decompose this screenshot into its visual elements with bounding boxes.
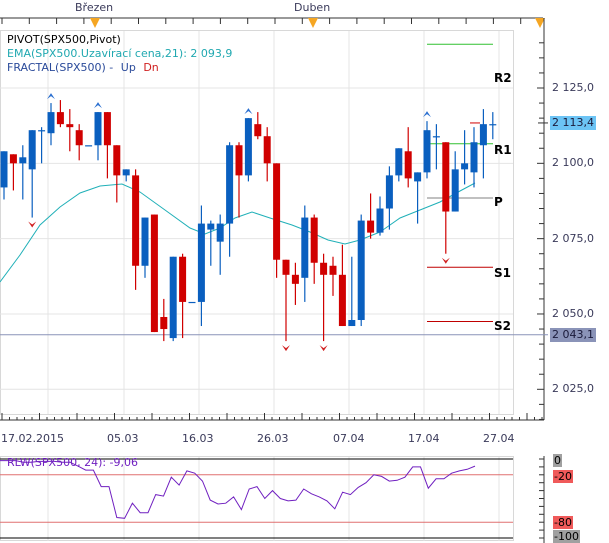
price-label-2100: 2 100,0 [552,156,594,169]
rlw-tag-minus80: -80 [553,516,573,529]
legend-ema[interactable]: EMA(SPX500.Uzavírací cena,21): 2 093,9 [7,47,233,60]
legend-fractal-up: Up [120,61,136,74]
pivot-label-r1: R1 [494,143,512,157]
date-label-0: 17.02.2015 [1,432,64,445]
pivot-label-s1: S1 [494,266,511,280]
legend-fractal-dn: Dn [143,61,159,74]
date-label-6: 27.04 [483,432,515,445]
date-label-3: 26.03 [257,432,289,445]
price-label-2075: 2 075,0 [552,232,594,245]
reference-price-tag: 2 043,1 [550,328,596,342]
month-label-duben: Duben [294,1,331,14]
indicator-legend: PIVOT(SPX500,Pivot) EMA(SPX500.Uzavírací… [7,33,232,75]
date-label-1: 05.03 [107,432,139,445]
pivot-label-r2: R2 [494,71,512,85]
date-label-2: 16.03 [182,432,214,445]
rlw-legend[interactable]: RLW(SPX500, 24): -9,06 [7,456,139,469]
legend-pivot[interactable]: PIVOT(SPX500,Pivot) [7,33,121,46]
month-label-brezen: Březen [75,1,114,14]
price-label-2025: 2 025,0 [552,382,594,395]
date-label-5: 17.04 [408,432,440,445]
pivot-label-s2: S2 [494,319,511,333]
price-label-2125: 2 125,0 [552,81,594,94]
rlw-tag-minus20: -20 [553,470,573,483]
date-label-4: 07.04 [333,432,365,445]
last-price-tag: 2 113,4 [550,116,596,130]
legend-fractal-label: FRACTAL(SPX500) - [7,61,114,74]
rlw-tag-0: 0 [553,454,562,467]
price-label-2050: 2 050,0 [552,307,594,320]
rlw-tag-minus100: -100 [553,530,580,543]
pivot-label-p: P [494,195,503,209]
legend-fractal[interactable]: FRACTAL(SPX500) - Up Dn [7,61,232,75]
